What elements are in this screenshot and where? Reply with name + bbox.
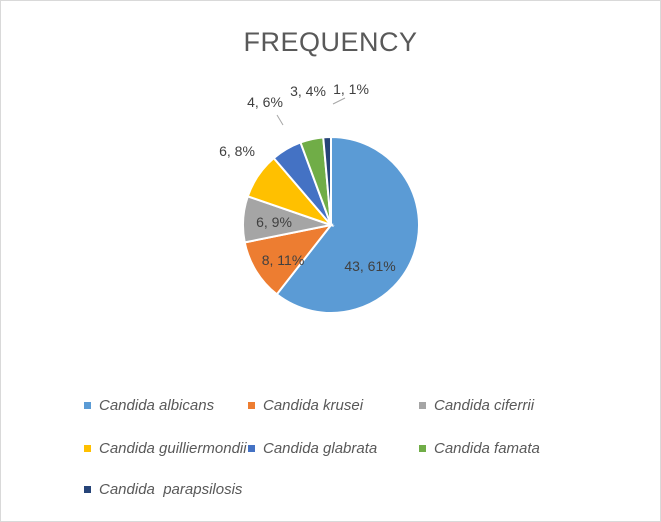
data-label: 3, 4% [290,83,326,99]
leader-line [332,97,346,105]
data-label: 8, 11% [262,252,305,268]
leader-line [276,114,284,126]
data-label: 6, 9% [256,214,292,230]
chart-title: FREQUENCY [243,27,418,57]
pie-slice [275,135,420,314]
data-label: 1, 1% [333,81,369,97]
pie-slice [322,135,332,226]
data-label: 6, 8% [219,143,255,159]
data-label: 4, 6% [247,94,283,110]
data-label: 43, 61% [344,258,395,274]
